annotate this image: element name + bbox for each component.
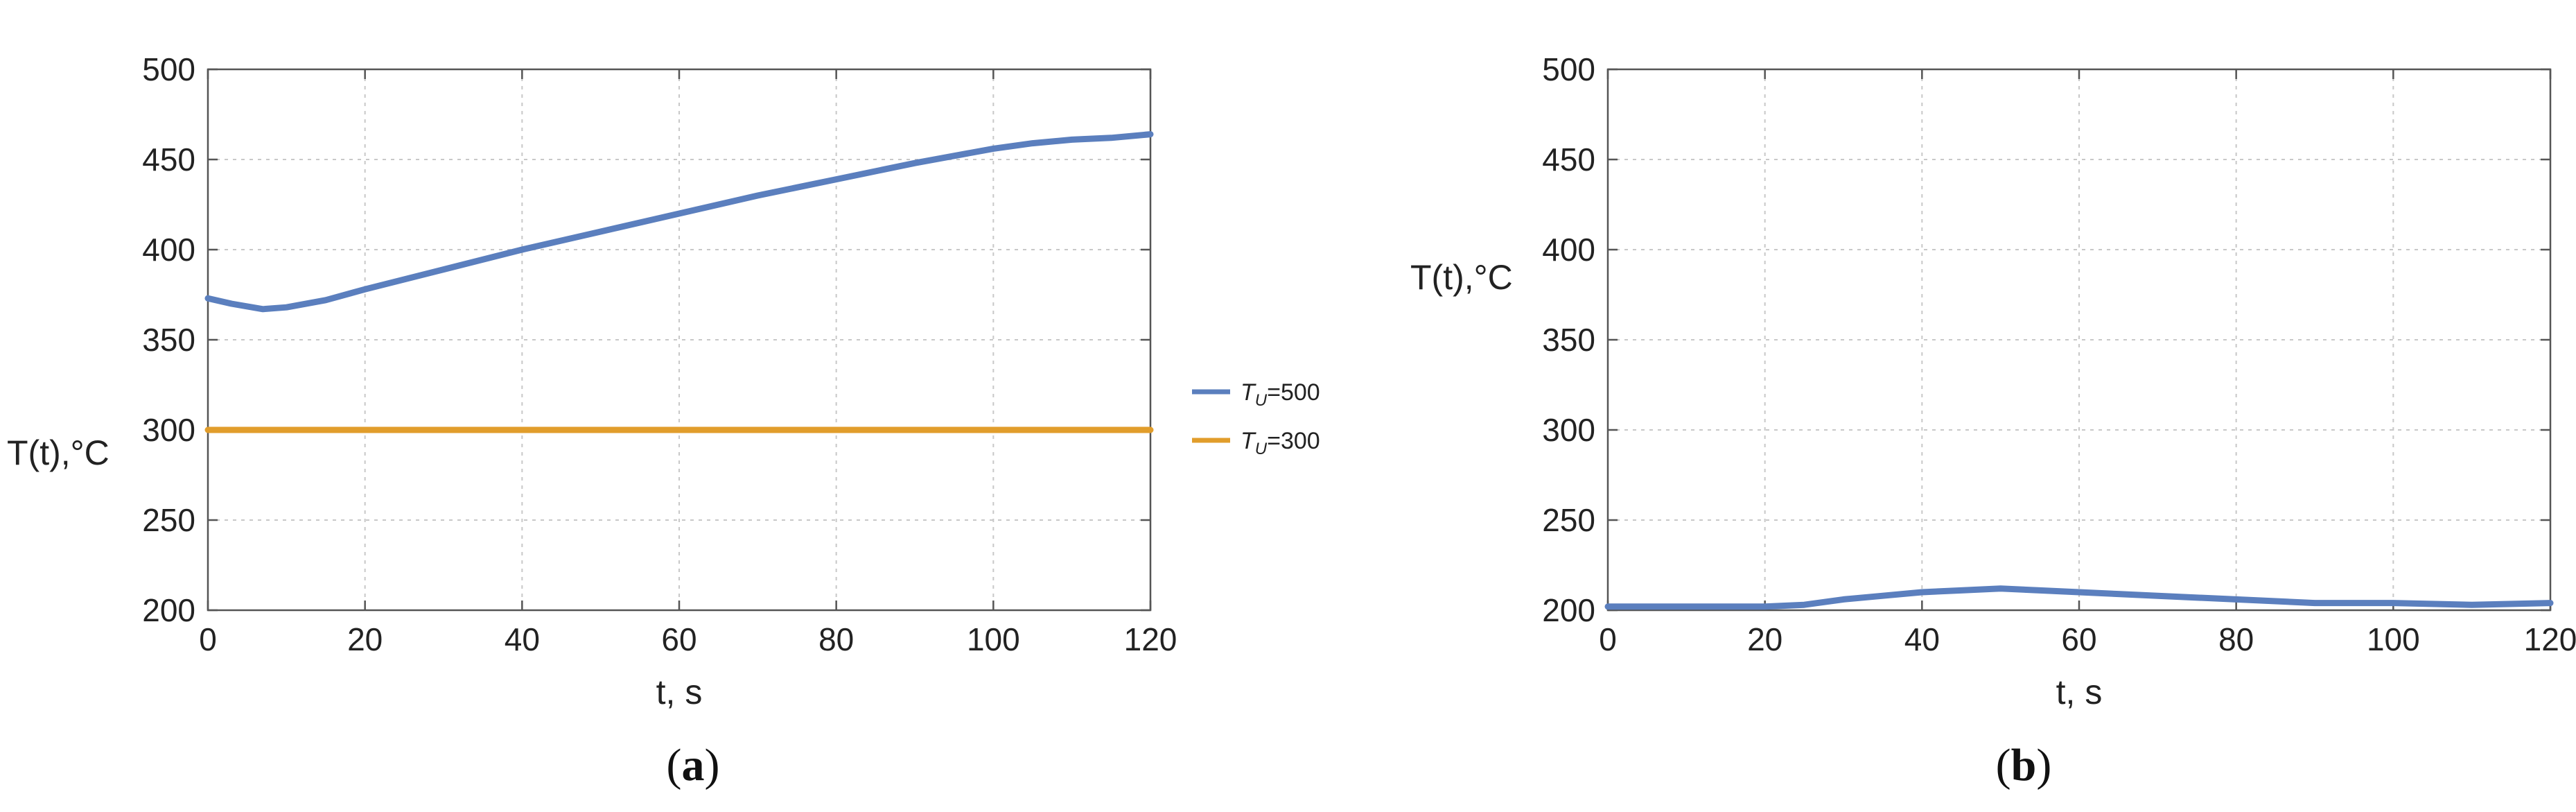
caption-open: ( [667,740,682,791]
chart-panel-a: 0 20 40 60 80 100 120 200 250 300 350 400 450 500 t, s… [7,51,1320,791]
legend-value: =500 [1267,379,1320,406]
caption-open: ( [1996,740,2011,791]
legend-symbol: T [1241,379,1256,406]
legend-subscript: U [1255,391,1268,410]
x-tick-label: 100 [2367,621,2420,657]
x-tick-label: 60 [2061,621,2096,657]
legend-item: TU=300 [1192,428,1320,458]
x-tick-label: 60 [661,621,696,657]
caption-close: ) [705,740,720,791]
x-tick-label: 20 [347,621,383,657]
x-tick-label: 120 [2524,621,2576,657]
legend-subscript: U [1255,440,1268,458]
x-tick-label: 0 [1599,621,1617,657]
x-tick-label: 80 [818,621,854,657]
y-tick-label: 350 [142,322,195,358]
y-tick-label: 450 [142,141,195,178]
y-tick-label: 200 [1542,592,1595,628]
y-tick-label: 300 [1542,412,1595,448]
y-tick-label: 500 [142,51,195,87]
series-line-0 [204,131,1154,313]
y-tick-label: 300 [142,412,195,448]
legend-symbol: T [1241,428,1256,454]
panel-caption: (b) [1996,740,2052,791]
x-tick-label: 100 [967,621,1020,657]
legend-label: TU=500 [1241,379,1320,410]
series-line-0 [1604,585,2554,610]
x-axis-label: t, s [656,673,703,711]
x-tick-label: 20 [1747,621,1782,657]
y-tick-label: 450 [1542,141,1595,178]
x-axis-label: t, s [2056,673,2103,711]
legend-label: TU=300 [1241,428,1320,458]
x-tick-label: 40 [1904,621,1940,657]
y-tick-label: 400 [142,232,195,268]
x-tick-label: 80 [2218,621,2254,657]
x-tick-label: 120 [1124,621,1177,657]
caption-letter: b [2011,740,2037,791]
y-axis-label: T(t),°C [7,433,109,472]
chart-panel-b: 0 20 40 60 80 100 120 200 250 300 350 400 450 500 t, s… [1410,51,2576,791]
panel-caption: (a) [667,740,720,791]
y-tick-label: 400 [1542,232,1595,268]
y-tick-label: 200 [142,592,195,628]
x-tick-label: 0 [199,621,217,657]
x-tick-label: 40 [505,621,540,657]
caption-letter: a [682,740,705,791]
y-tick-label: 350 [1542,322,1595,358]
legend-value: =300 [1267,428,1320,454]
y-tick-label: 250 [142,502,195,538]
y-tick-label: 250 [1542,502,1595,538]
legend-item: TU=500 [1192,379,1320,410]
caption-close: ) [2036,740,2051,791]
y-tick-label: 500 [1542,51,1595,87]
y-axis-label: T(t),°C [1410,258,1513,297]
